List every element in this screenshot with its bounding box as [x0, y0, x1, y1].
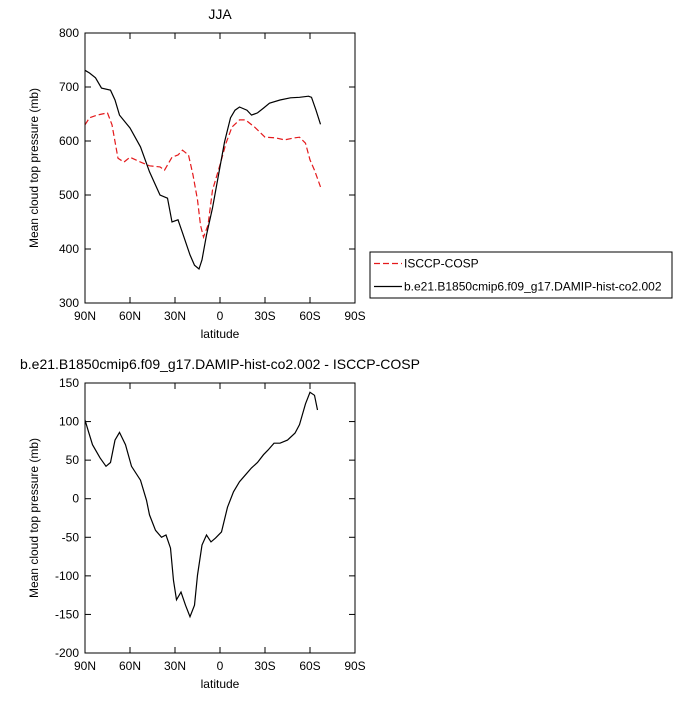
x-tick-label: 60N [119, 659, 141, 673]
legend-label: b.e21.B1850cmip6.f09_g17.DAMIP-hist-co2.… [404, 280, 662, 294]
data-line [84, 69, 322, 271]
y-axis-label: Mean cloud top pressure (mb) [27, 438, 41, 598]
y-tick-label: 400 [59, 242, 79, 256]
y-tick-label: 150 [59, 376, 79, 390]
x-tick-label: 90S [344, 309, 365, 323]
y-tick-label: -100 [55, 569, 79, 583]
x-tick-label: 30N [164, 659, 186, 673]
y-axis-label: Mean cloud top pressure (mb) [27, 88, 41, 248]
x-tick-label: 60N [119, 309, 141, 323]
y-tick-label: -50 [62, 530, 80, 544]
y-tick-label: 500 [59, 188, 79, 202]
y-tick-label: 800 [59, 26, 79, 40]
plot-frame [84, 382, 356, 654]
y-tick-label: -200 [55, 646, 79, 660]
data-line [84, 391, 319, 619]
x-tick-label: 60S [299, 309, 320, 323]
legend-label: ISCCP-COSP [404, 257, 479, 271]
x-tick-label: 30S [254, 659, 275, 673]
x-tick-label: 60S [299, 659, 320, 673]
x-axis-label: latitude [201, 677, 240, 691]
legend-box [369, 251, 673, 299]
y-tick-label: 300 [59, 296, 79, 310]
y-tick-label: 100 [59, 415, 79, 429]
x-tick-label: 90S [344, 659, 365, 673]
data-line [84, 112, 322, 240]
y-tick-label: 0 [72, 492, 79, 506]
x-tick-label: 30S [254, 309, 275, 323]
y-tick-label: 700 [59, 80, 79, 94]
chart-title: b.e21.B1850cmip6.f09_g17.DAMIP-hist-co2.… [20, 356, 420, 372]
x-tick-label: 0 [217, 659, 224, 673]
x-tick-label: 90N [74, 309, 96, 323]
x-tick-label: 30N [164, 309, 186, 323]
y-tick-label: 600 [59, 134, 79, 148]
y-tick-label: 50 [66, 453, 80, 467]
x-tick-label: 90N [74, 659, 96, 673]
x-tick-label: 0 [217, 309, 224, 323]
chart-title: JJA [208, 6, 232, 22]
y-tick-label: -150 [55, 607, 79, 621]
x-axis-label: latitude [201, 327, 240, 341]
